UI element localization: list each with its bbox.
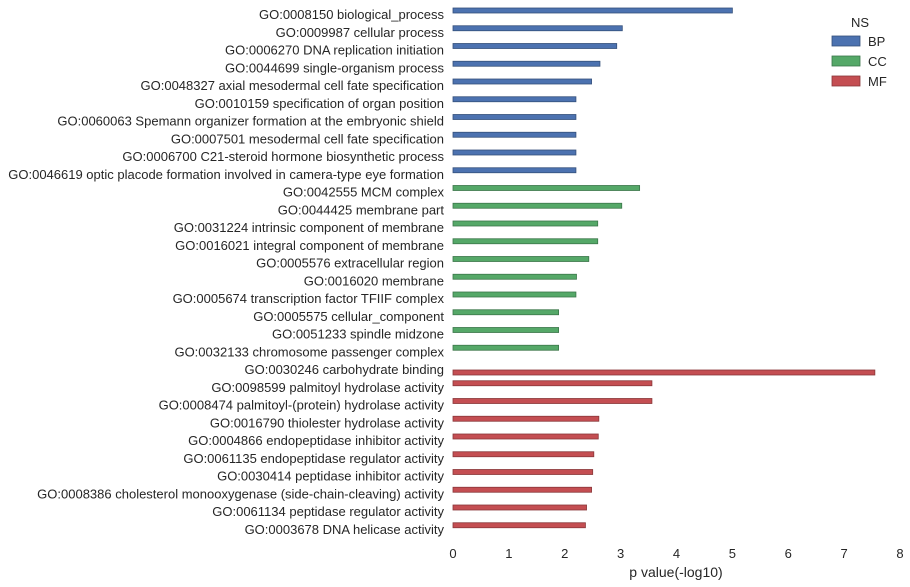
category-label: GO:0042555 MCM complex	[283, 185, 445, 200]
category-label: GO:0008150 biological_process	[259, 7, 445, 22]
bar-cc	[452, 291, 577, 298]
category-label: GO:0061135 endopeptidase regulator activ…	[183, 451, 444, 466]
x-tick-label: 6	[785, 546, 792, 561]
category-label: GO:0004866 endopeptidase inhibitor activ…	[188, 433, 444, 448]
category-label: GO:0006270 DNA replication initiation	[225, 43, 444, 58]
category-label: GO:0030246 carbohydrate binding	[245, 362, 444, 377]
x-tick-label: 8	[896, 546, 903, 561]
bar-bp	[452, 25, 623, 32]
category-label: GO:0008474 palmitoyl-(protein) hydrolase…	[159, 398, 445, 413]
category-label: GO:0048327 axial mesodermal cell fate sp…	[141, 78, 445, 93]
bar-cc	[452, 220, 599, 227]
bar-bp	[452, 60, 601, 67]
x-tick-label: 1	[505, 546, 512, 561]
x-axis-ticks: 0 1 2 3 4 5 6 7 8	[449, 546, 903, 561]
legend-title: NS	[851, 15, 869, 30]
bar-bp	[452, 131, 577, 138]
category-label: GO:0046619 optic placode formation invol…	[8, 167, 444, 182]
bar-mf	[452, 380, 653, 387]
bar-cc	[452, 309, 560, 316]
category-label: GO:0044699 single-organism process	[225, 60, 444, 75]
legend: NS BP CC MF	[831, 15, 887, 89]
x-tick-label: 3	[617, 546, 624, 561]
bar-cc	[452, 185, 641, 191]
category-label: GO:0060063 Spemann organizer formation a…	[57, 114, 444, 129]
bar-mf	[452, 504, 587, 511]
x-tick-label: 4	[673, 546, 680, 561]
category-label: GO:0005575 cellular_component	[253, 309, 444, 324]
bar-mf	[452, 369, 876, 376]
category-label: GO:0005674 transcription factor TFIIF co…	[173, 291, 445, 306]
category-label: GO:0009987 cellular process	[276, 25, 445, 40]
category-label: GO:0051233 spindle midzone	[272, 327, 444, 342]
bar-mf	[452, 486, 592, 493]
legend-label-mf: MF	[868, 74, 887, 89]
bar-mf	[452, 451, 595, 458]
category-label: GO:0016020 membrane	[304, 273, 444, 288]
category-label: GO:0006700 C21-steroid hormone biosynthe…	[122, 149, 444, 164]
category-label: GO:0007501 mesodermal cell fate specific…	[171, 131, 444, 146]
category-label: GO:0031224 intrinsic component of membra…	[174, 220, 444, 235]
bar-mf	[452, 415, 600, 422]
category-label: GO:0005576 extracellular region	[256, 256, 444, 271]
category-label: GO:0044425 membrane part	[278, 202, 445, 217]
bar-bp	[452, 149, 577, 156]
category-labels: GO:0008150 biological_process GO:0009987 …	[8, 7, 444, 537]
x-tick-label: 0	[449, 546, 456, 561]
x-tick-label: 7	[841, 546, 848, 561]
legend-swatch-mf	[831, 75, 861, 87]
bar-cc	[452, 238, 599, 245]
legend-label-bp: BP	[868, 34, 885, 49]
legend-label-cc: CC	[868, 54, 887, 69]
category-label: GO:0008386 cholesterol monooxygenase (si…	[37, 486, 444, 501]
category-label: GO:0032133 chromosome passenger complex	[174, 344, 444, 359]
bar-mf	[452, 433, 599, 440]
bar-bp	[452, 43, 618, 49]
bar-bp	[452, 114, 577, 120]
bar-mf	[452, 522, 586, 529]
bar-mf	[452, 469, 594, 475]
bar-cc	[452, 273, 577, 280]
category-label: GO:0016790 thiolester hydrolase activity	[210, 415, 445, 430]
category-label: GO:0030414 peptidase inhibitor activity	[217, 469, 444, 484]
x-axis-title: p value(-log10)	[629, 564, 722, 580]
bar-bp	[452, 7, 733, 14]
legend-swatch-cc	[831, 55, 861, 67]
bar-cc	[452, 202, 623, 209]
category-label: GO:0061134 peptidase regulator activity	[212, 504, 444, 519]
bar-bp	[452, 96, 577, 103]
bar-bp	[452, 78, 592, 85]
category-label: GO:0010159 specification of organ positi…	[195, 96, 444, 111]
bars-group	[452, 7, 876, 529]
category-label: GO:0016021 integral component of membran…	[175, 238, 444, 253]
x-tick-label: 2	[561, 546, 568, 561]
bar-mf	[452, 398, 653, 404]
category-label: GO:0098599 palmitoyl hydrolase activity	[211, 380, 444, 395]
bar-cc	[452, 327, 560, 333]
bar-cc	[452, 344, 560, 351]
category-label: GO:0003678 DNA helicase activity	[245, 522, 445, 537]
bar-bp	[452, 167, 577, 174]
legend-swatch-bp	[831, 35, 861, 47]
x-tick-label: 5	[729, 546, 736, 561]
bar-cc	[452, 256, 590, 262]
